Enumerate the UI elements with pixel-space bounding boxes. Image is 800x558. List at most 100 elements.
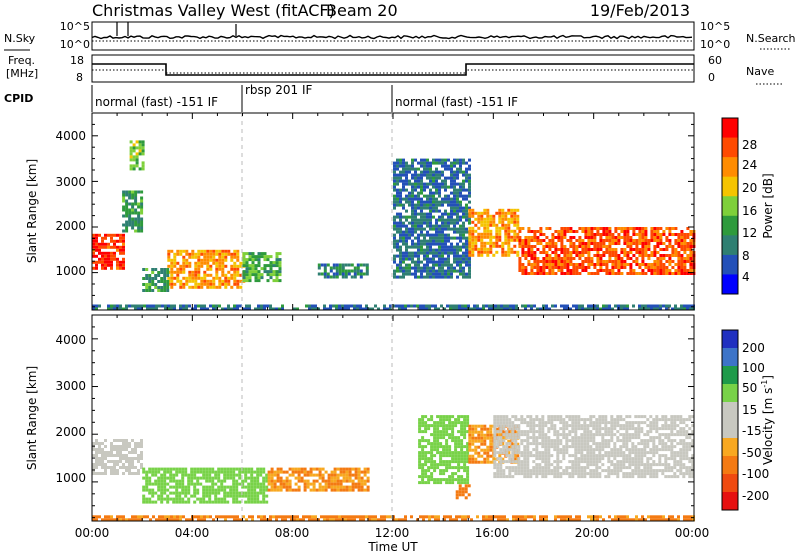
power-heatmap-cell <box>578 257 581 260</box>
velocity-heatmap-cell <box>505 451 508 454</box>
power-heatmap-cell <box>101 246 104 249</box>
velocity-heatmap-cell <box>169 477 172 480</box>
power-heatmap-cell <box>405 240 408 243</box>
power-heatmap-cell <box>429 237 432 240</box>
velocity-heatmap-cell <box>628 451 631 454</box>
velocity-heatmap-cell <box>589 469 592 472</box>
velocity-heatmap-cell <box>250 483 253 486</box>
velocity-heatmap-cell <box>220 489 223 492</box>
power-heatmap-cell <box>530 239 533 242</box>
power-heatmap-cell <box>653 251 656 254</box>
velocity-heatmap-cell <box>421 418 424 421</box>
velocity-heatmap-cell <box>529 415 532 418</box>
power-heatmap-cell <box>438 195 441 198</box>
power-heatmap-cell <box>590 230 593 233</box>
velocity-heatmap-cell <box>430 460 433 463</box>
power-heatmap-cell <box>142 161 145 164</box>
velocity-heatmap-cell <box>322 486 325 489</box>
velocity-heatmap-cell <box>670 457 673 460</box>
power-heatmap-cell <box>104 264 107 267</box>
velocity-heatmap-cell <box>505 442 508 445</box>
power-heatmap-cell <box>683 266 686 269</box>
velocity-heatmap-cell <box>346 480 349 483</box>
power-heatmap-cell <box>154 283 157 286</box>
power-heatmap-cell <box>468 248 471 251</box>
power-heatmap-cell <box>518 260 521 263</box>
velocity-heatmap-cell <box>274 471 277 474</box>
velocity-heatmap-cell <box>313 483 316 486</box>
power-heatmap-cell <box>197 274 200 277</box>
power-heatmap-cell <box>420 276 423 279</box>
velocity-heatmap-cell <box>541 415 544 418</box>
power-heatmap-cell <box>689 263 692 266</box>
velocity-heatmap-cell <box>460 481 463 484</box>
power-heatmap-cell <box>686 254 689 257</box>
velocity-heatmap-cell <box>424 427 427 430</box>
power-heatmap-cell <box>261 273 264 276</box>
velocity-heatmap-cell <box>511 424 514 427</box>
velocity-heatmap-cell <box>134 442 137 445</box>
power-heatmap-cell <box>533 236 536 239</box>
power-heatmap-cell <box>405 228 408 231</box>
velocity-heatmap-cell <box>331 489 334 492</box>
power-heatmap-cell <box>507 221 510 224</box>
power-heatmap-cell <box>423 234 426 237</box>
power-heatmap-cell <box>441 174 444 177</box>
velocity-heatmap-cell <box>421 430 424 433</box>
velocity-heatmap-cell <box>181 486 184 489</box>
power-heatmap-cell <box>489 242 492 245</box>
velocity-heatmap-cell <box>235 498 238 501</box>
velocity-heatmap-cell <box>613 454 616 457</box>
velocity-heatmap-cell <box>148 480 151 483</box>
power-heatmap-cell <box>441 198 444 201</box>
power-heatmap-cell <box>524 257 527 260</box>
power-heatmap-cell <box>139 143 142 146</box>
velocity-heatmap-cell <box>148 477 151 480</box>
power-heatmap-cell <box>518 236 521 239</box>
velocity-heatmap-cell <box>349 486 352 489</box>
velocity-heatmap-cell <box>163 492 166 495</box>
power-heatmap-cell <box>145 277 148 280</box>
velocity-heatmap-cell <box>280 489 283 492</box>
power-heatmap-cell <box>456 192 459 195</box>
power-heatmap-cell <box>689 266 692 269</box>
velocity-heatmap-cell <box>119 454 122 457</box>
power-heatmap-cell <box>128 221 131 224</box>
power-heatmap-cell <box>125 212 128 215</box>
power-heatmap-cell <box>444 162 447 165</box>
power-heatmap-cell <box>689 239 692 242</box>
power-heatmap-cell <box>665 272 668 275</box>
power-heatmap-cell <box>176 274 179 277</box>
velocity-heatmap-cell <box>95 442 98 445</box>
velocity-heatmap-cell <box>499 472 502 475</box>
power-heatmap-cell <box>653 248 656 251</box>
velocity-heatmap-cell <box>427 469 430 472</box>
velocity-heatmap-cell <box>113 439 116 442</box>
power-heatmap-cell <box>650 266 653 269</box>
velocity-heatmap-cell <box>493 436 496 439</box>
power-heatmap-cell <box>453 192 456 195</box>
velocity-heatmap-cell <box>571 445 574 448</box>
velocity-heatmap-cell <box>367 471 370 474</box>
velocity-heatmap-cell <box>679 463 682 466</box>
power-heatmap-cell <box>668 269 671 272</box>
power-heatmap-cell <box>429 183 432 186</box>
power-heatmap-cell <box>510 221 513 224</box>
velocity-heatmap-cell <box>658 454 661 457</box>
velocity-heatmap-cell <box>517 460 520 463</box>
power-heatmap-cell <box>405 255 408 258</box>
velocity-heatmap-cell <box>514 436 517 439</box>
velocity-heatmap-cell <box>471 428 474 431</box>
power-heatmap-cell <box>122 267 125 270</box>
velocity-heatmap-cell <box>682 433 685 436</box>
power-heatmap-cell <box>456 213 459 216</box>
velocity-heatmap-cell <box>214 471 217 474</box>
power-heatmap-cell <box>142 167 145 170</box>
velocity-heatmap-cell <box>454 472 457 475</box>
velocity-heatmap-cell <box>526 430 529 433</box>
velocity-heatmap-cell <box>505 430 508 433</box>
velocity-heatmap-cell <box>471 449 474 452</box>
velocity-heatmap-cell <box>298 480 301 483</box>
velocity-heatmap-cell <box>328 474 331 477</box>
velocity-heatmap-cell <box>131 451 134 454</box>
